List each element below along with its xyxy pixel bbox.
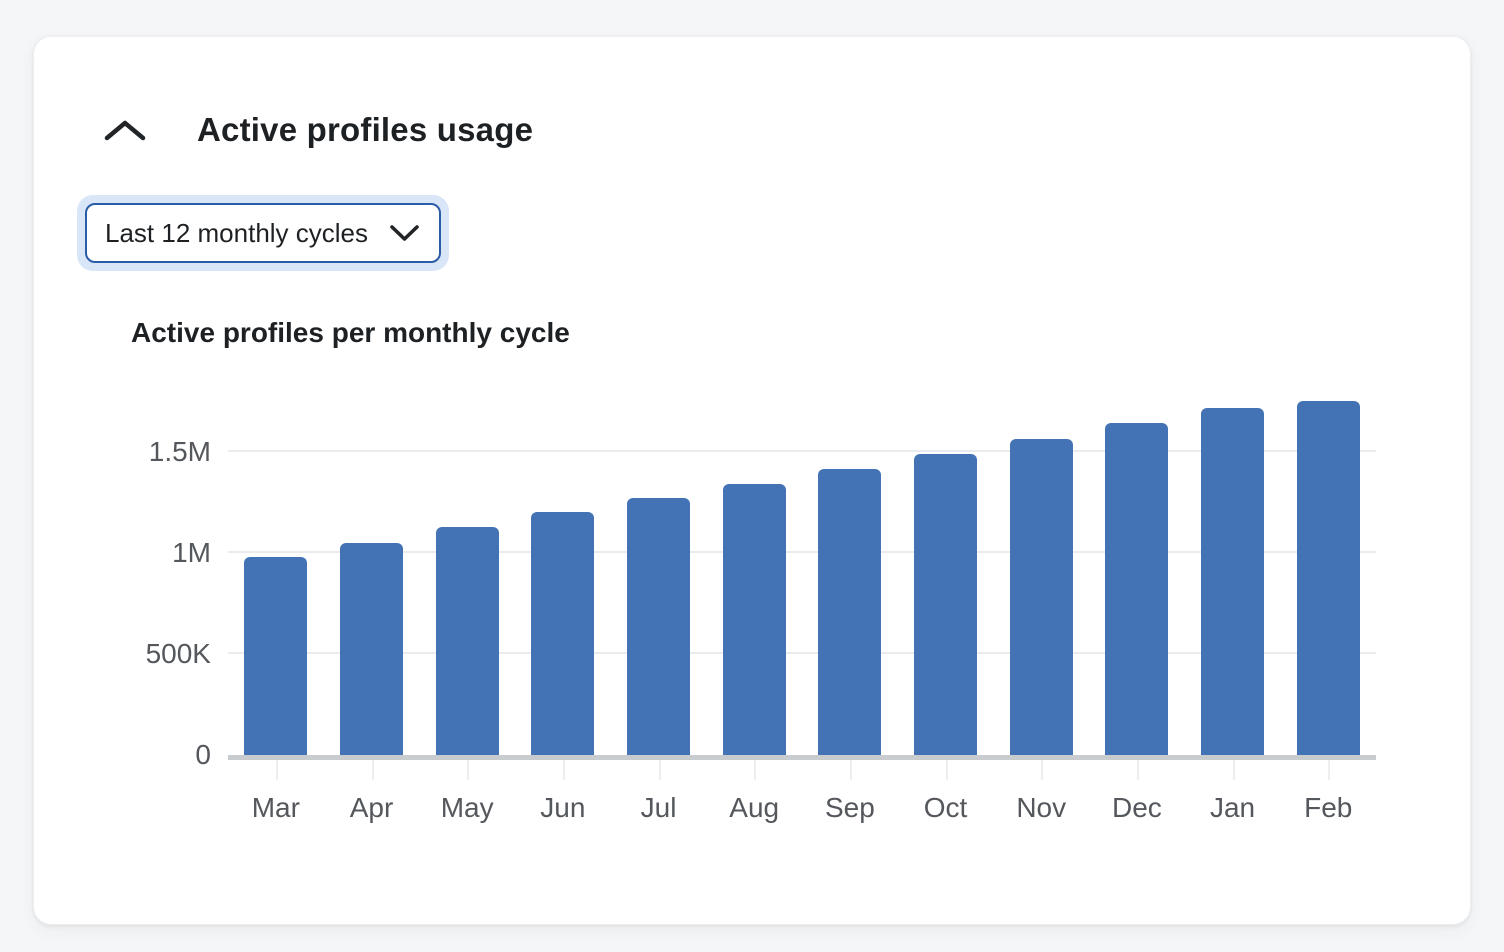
bar-mar[interactable] (244, 557, 308, 755)
x-tick-mar (275, 760, 278, 780)
x-tick-label-jun: Jun (540, 792, 586, 823)
bar-slot-may (419, 391, 515, 755)
x-tick-label-feb: Feb (1304, 792, 1353, 823)
x-slot-may: May (419, 760, 515, 824)
bar-jun[interactable] (531, 512, 595, 755)
bar-slot-feb (1280, 391, 1376, 755)
x-axis: Mar Apr May Jun Jul Aug Sep Oct Nov Dec Jan Feb (228, 760, 1376, 824)
x-slot-mar: Mar (228, 760, 324, 824)
x-tick-dec (1136, 760, 1139, 780)
bar-jan[interactable] (1201, 408, 1265, 755)
gridline-1.5m (228, 450, 1376, 452)
x-slot-feb: Feb (1280, 760, 1376, 824)
card-header: Active profiles usage (34, 37, 1470, 149)
x-slot-oct: Oct (898, 760, 994, 824)
bar-slot-dec (1089, 391, 1185, 755)
x-tick-label-nov: Nov (1016, 792, 1067, 823)
gridline-1m (228, 551, 1376, 553)
x-slot-sep: Sep (802, 760, 898, 824)
x-tick-sep (849, 760, 852, 780)
chevron-up-icon (103, 117, 147, 143)
x-tick-oct (945, 760, 948, 780)
bar-slot-jun (515, 391, 611, 755)
x-tick-label-jan: Jan (1209, 792, 1256, 823)
bar-feb[interactable] (1296, 401, 1360, 755)
bar-slot-apr (324, 391, 420, 755)
bar-slot-jul (611, 391, 707, 755)
bar-oct[interactable] (914, 454, 978, 755)
plot-column: Mar Apr May Jun Jul Aug Sep Oct Nov Dec Jan Feb (228, 391, 1376, 824)
bar-may[interactable] (435, 527, 499, 755)
gridline-500k (228, 652, 1376, 654)
x-tick-label-apr: Apr (349, 792, 394, 823)
bar-slot-aug (706, 391, 802, 755)
x-tick-nov (1041, 760, 1044, 780)
x-slot-jan: Jan (1185, 760, 1281, 824)
x-slot-aug: Aug (706, 760, 802, 824)
x-tick-feb (1328, 760, 1331, 780)
bar-slot-jan (1185, 391, 1281, 755)
y-axis: 0 500K 1M 1.5M (34, 391, 228, 770)
x-tick-jul (658, 760, 661, 780)
cycle-filter-focus-ring: Last 12 monthly cycles (77, 195, 450, 271)
x-slot-jun: Jun (515, 760, 611, 824)
bar-aug[interactable] (722, 484, 786, 755)
active-profiles-usage-card: Active profiles usage Last 12 monthly cy… (33, 36, 1471, 925)
x-tick-label-mar: Mar (251, 792, 300, 823)
y-tick-label-1m: 1M (172, 537, 211, 568)
cycle-filter-dropdown[interactable]: Last 12 monthly cycles (85, 203, 442, 263)
page-title: Active profiles usage (197, 111, 534, 148)
bar-sep[interactable] (818, 469, 882, 755)
y-tick-label-500k: 500K (145, 638, 211, 669)
bar-slot-oct (898, 391, 994, 755)
x-tick-label-may: May (440, 792, 494, 823)
bar-chart: 0 500K 1M 1.5M Mar Apr May Jun Jul Aug Sep Oct Nov D… (34, 391, 1470, 824)
bar-apr[interactable] (340, 543, 403, 755)
x-tick-label-dec: Dec (1111, 792, 1162, 823)
x-slot-dec: Dec (1089, 760, 1185, 824)
bar-dec[interactable] (1105, 423, 1169, 755)
y-tick-label-0: 0 (195, 739, 211, 770)
x-tick-label-oct: Oct (923, 792, 968, 823)
x-axis-line (228, 755, 1376, 760)
bar-slot-sep (802, 391, 898, 755)
x-tick-apr (371, 760, 374, 780)
x-slot-apr: Apr (324, 760, 420, 824)
x-tick-label-sep: Sep (824, 792, 875, 823)
chevron-down-icon (388, 222, 421, 244)
cycle-filter-selected-value: Last 12 monthly cycles (105, 217, 369, 248)
x-tick-aug (754, 760, 757, 780)
x-tick-may (467, 760, 470, 780)
x-slot-nov: Nov (993, 760, 1089, 824)
y-tick-label-1.5m: 1.5M (148, 436, 211, 467)
plot-area (228, 391, 1376, 755)
bar-nov[interactable] (1009, 439, 1073, 755)
collapse-section-button[interactable] (103, 114, 147, 146)
x-tick-jun (562, 760, 565, 780)
chart-title: Active profiles per monthly cycle (131, 317, 570, 348)
x-slot-jul: Jul (611, 760, 707, 824)
x-tick-jan (1232, 760, 1235, 780)
bar-jul[interactable] (627, 498, 691, 755)
x-tick-label-aug: Aug (729, 792, 780, 823)
bar-slot-mar (228, 391, 324, 755)
x-tick-label-jul: Jul (640, 792, 677, 823)
bar-slot-nov (993, 391, 1089, 755)
